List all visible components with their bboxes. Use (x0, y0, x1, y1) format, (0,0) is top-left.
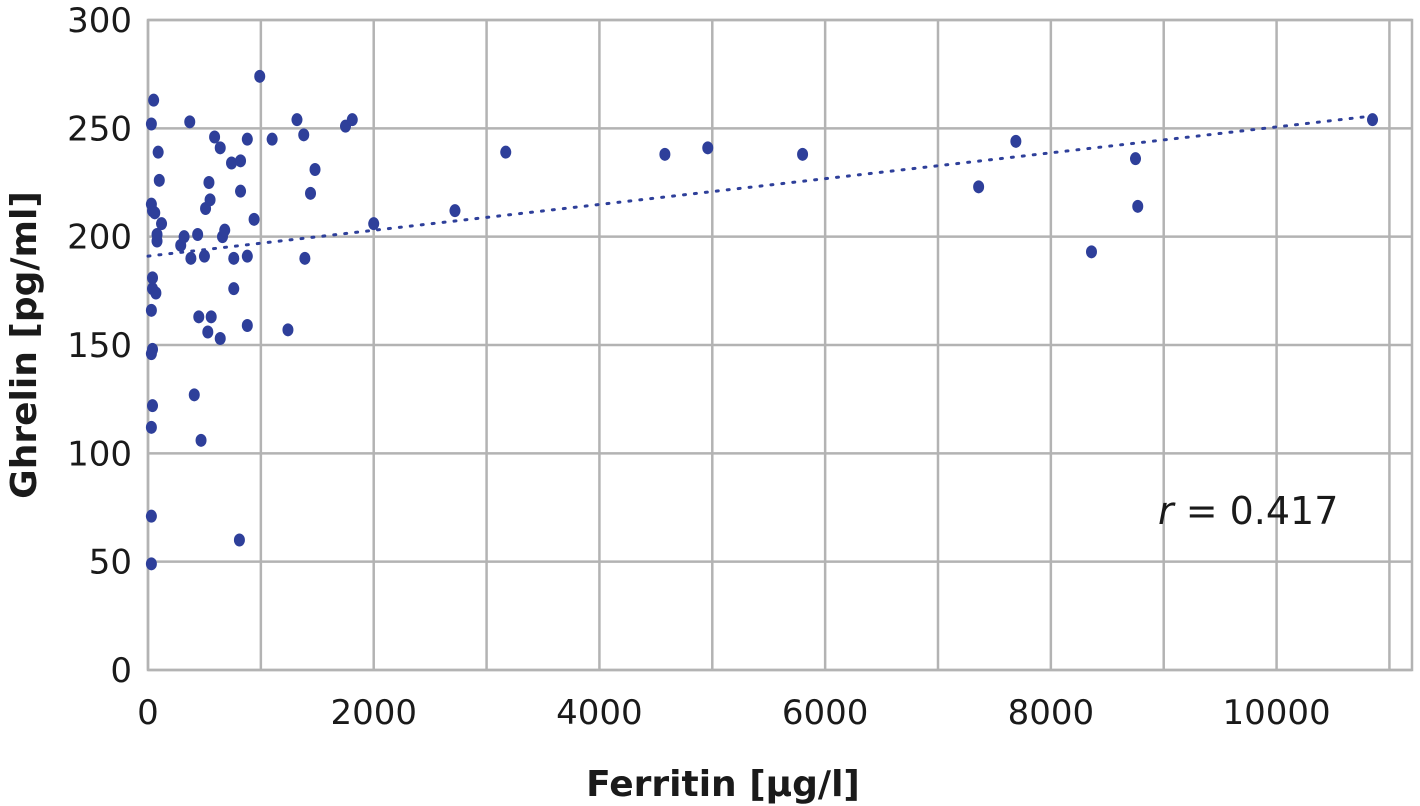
y-tick-label: 100 (67, 434, 132, 474)
data-point (150, 286, 162, 300)
data-point (214, 332, 226, 345)
data-point (202, 325, 214, 339)
data-points (145, 69, 1378, 571)
x-tick-label: 6000 (782, 693, 869, 733)
y-tick-label: 300 (67, 1, 132, 41)
data-point (233, 533, 245, 547)
y-tick-label: 250 (67, 109, 132, 149)
data-point (659, 147, 671, 161)
data-point (228, 282, 240, 296)
x-tick-label: 4000 (556, 693, 643, 733)
data-point (235, 154, 247, 168)
data-point (500, 145, 512, 159)
y-tick-label: 200 (67, 218, 132, 258)
data-point (153, 173, 165, 187)
plot-frame (146, 18, 1414, 672)
y-tick-label: 150 (67, 326, 132, 366)
data-point (449, 204, 461, 218)
data-point (282, 323, 294, 337)
data-point (188, 388, 200, 402)
data-point (797, 147, 809, 161)
data-point (145, 303, 157, 317)
data-point (147, 399, 159, 413)
data-point (214, 141, 226, 155)
data-point (241, 132, 253, 146)
data-point (298, 128, 310, 142)
data-point (184, 115, 196, 129)
data-point (192, 228, 204, 241)
data-point (973, 180, 985, 194)
data-point (145, 557, 157, 571)
data-point (145, 420, 157, 434)
data-point (145, 509, 157, 523)
correlation-symbol: r (1158, 489, 1176, 533)
data-point (1132, 199, 1144, 213)
data-point (193, 310, 205, 324)
data-point (178, 230, 190, 244)
data-point (241, 319, 253, 332)
data-point (209, 130, 221, 144)
data-point (152, 145, 164, 159)
data-point (145, 117, 157, 131)
data-point (204, 193, 216, 207)
data-point (156, 217, 168, 231)
x-tick-labels: 0 2000 4000 6000 8000 10000 (137, 693, 1330, 733)
data-point (702, 141, 714, 155)
x-tick-label: 2000 (330, 693, 417, 733)
data-point (291, 113, 303, 127)
data-point (305, 186, 317, 200)
data-point (219, 223, 231, 237)
correlation-annotation: r = 0.417 (1158, 489, 1338, 533)
data-point (1085, 245, 1097, 259)
data-point (235, 184, 247, 198)
y-tick-labels: 0 50 100 150 200 250 300 (67, 1, 132, 691)
data-point (226, 156, 238, 170)
data-point (1010, 134, 1022, 148)
data-point (248, 212, 260, 226)
x-tick-label: 10000 (1222, 693, 1330, 733)
data-point (241, 249, 253, 263)
data-point (195, 433, 207, 447)
data-point (254, 69, 266, 83)
data-point (148, 93, 160, 107)
data-point (228, 251, 240, 265)
data-point (147, 342, 159, 356)
trendline-layer (146, 113, 1380, 258)
data-point (198, 249, 210, 263)
y-tick-label: 50 (89, 543, 132, 583)
data-point (1130, 152, 1141, 166)
data-point (299, 251, 311, 265)
data-point (346, 113, 358, 127)
trendline (146, 113, 1380, 258)
x-tick-label: 8000 (1008, 693, 1095, 733)
data-point (147, 271, 159, 285)
data-point (145, 197, 157, 211)
data-point (1367, 113, 1378, 127)
data-point (185, 251, 197, 265)
y-tick-label: 0 (110, 651, 132, 691)
data-point (368, 217, 380, 231)
data-point (151, 228, 163, 241)
data-point (266, 132, 278, 146)
data-point (309, 163, 321, 176)
x-tick-label: 0 (137, 693, 159, 733)
x-axis-title: Ferritin [µg/l] (586, 764, 860, 805)
data-point (203, 176, 215, 189)
data-point (205, 310, 217, 324)
correlation-value: = 0.417 (1174, 489, 1339, 533)
y-axis-title: Ghrelin [pg/ml] (4, 191, 45, 499)
